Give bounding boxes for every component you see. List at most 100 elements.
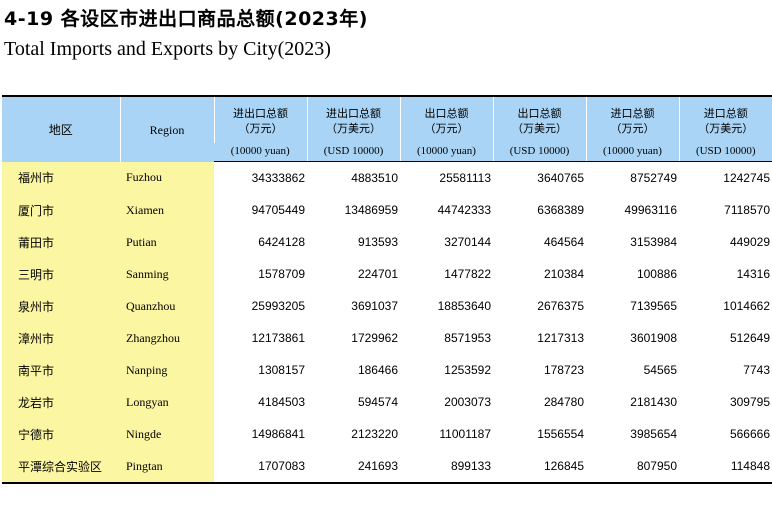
value-cell-col-2: 241693	[307, 450, 400, 484]
value-cell-col-1: 1707083	[214, 450, 307, 484]
header-col-2-unit: (USD 10000)	[306, 143, 400, 162]
header-col-1-unit: (10000 yuan)	[214, 143, 307, 162]
city-name-cn: 泉州市	[2, 290, 120, 322]
table-row: 厦门市 Xiamen 94705449 13486959 44742333 6368389…	[2, 194, 772, 226]
value-cell-col-3: 18853640	[437, 299, 491, 313]
value-cell-col-2: 186466	[357, 363, 398, 377]
value-cell-col-6: 1014662	[723, 299, 770, 313]
header-col-6-unit: (USD 10000)	[678, 143, 772, 162]
table-title-chinese: 4-19 各设区市进出口商品总额(2023年)	[4, 8, 368, 30]
value-cell-col-5: 8752749	[630, 171, 677, 185]
city-trade-table: 地区 Region 进出口总额 （万元） 进出口总额 （万美元） 出口总额 （万…	[2, 95, 772, 484]
value-cell-col-2: 913593	[357, 235, 398, 249]
value-cell-col-2: 2123220	[351, 427, 398, 441]
city-name-cn: 三明市	[2, 258, 120, 290]
value-cell-col-4: 1217313	[537, 331, 584, 345]
table-row: 漳州市 Zhangzhou 12173861 1729962 8571953 121731…	[2, 322, 772, 354]
header-col-1-line1: 进出口总额	[233, 107, 288, 120]
city-name-cn: 厦门市	[2, 194, 120, 226]
table-row: 龙岩市 Longyan 4184503 594574 2003073 284780 2181…	[2, 386, 772, 418]
header-col-4: 出口总额 （万美元）	[492, 95, 586, 143]
value-cell-col-5: 3601908	[630, 331, 677, 345]
header-col-4-line1: 出口总额	[517, 107, 562, 120]
table-row: 泉州市 Quanzhou 25993205 3691037 18853640 267637…	[2, 290, 772, 322]
header-col-1: 进出口总额 （万元）	[213, 95, 307, 143]
header-col-4-line2: （万美元）	[512, 122, 567, 135]
header-col-3: 出口总额 （万元）	[399, 95, 493, 143]
header-col-5-line1: 进口总额	[610, 107, 655, 120]
header-col-4-unit: (USD 10000)	[492, 143, 586, 162]
value-cell-col-3: 3270144	[444, 235, 491, 249]
value-cell-col-5: 3985654	[630, 427, 677, 441]
city-name-en: Longyan	[120, 386, 214, 418]
value-cell-col-3: 44742333	[437, 203, 491, 217]
value-cell-col-4: 1556554	[537, 427, 584, 441]
value-cell-col-5: 7139565	[630, 299, 677, 313]
city-name-cn: 平潭综合实验区	[2, 450, 120, 484]
value-cell-col-6: 14316	[736, 267, 770, 281]
value-cell-col-3: 11001187	[439, 427, 491, 441]
value-cell-col-3: 2003073	[444, 395, 491, 409]
header-col-1-line2: （万元）	[238, 122, 283, 135]
table-row: 宁德市 Ningde 14986841 2123220 11001187 1556554 3…	[2, 418, 772, 450]
header-col-3-line2: （万元）	[424, 122, 469, 135]
value-cell-col-6: 512649	[729, 331, 770, 345]
value-cell-col-5: 2181430	[630, 395, 677, 409]
table-body: 福州市 Fuzhou 34333862 4883510 25581113 3640765 8…	[2, 161, 772, 484]
city-name-en: Xiamen	[120, 194, 214, 226]
city-name-en: Ningde	[120, 418, 214, 450]
value-cell-col-2: 3691037	[351, 299, 398, 313]
value-cell-col-6: 7118570	[724, 203, 770, 217]
city-name-cn: 福州市	[2, 161, 120, 194]
value-cell-col-2: 4883510	[351, 171, 398, 185]
value-cell-col-2: 224701	[357, 267, 398, 281]
value-cell-col-4: 126845	[493, 450, 586, 484]
value-cell-col-1: 94705449	[251, 203, 305, 217]
table-row: 三明市 Sanming 1578709 224701 1477822 210384 1008…	[2, 258, 772, 290]
value-cell-col-6: 7743	[743, 363, 770, 377]
city-name-cn: 龙岩市	[2, 386, 120, 418]
value-cell-col-2: 13486959	[344, 203, 398, 217]
value-cell-col-1: 1578709	[258, 267, 305, 281]
header-col-3-line1: 出口总额	[424, 107, 469, 120]
header-region-cn: 地区	[2, 95, 120, 162]
value-cell-col-2: 1729962	[351, 331, 398, 345]
table-row: 福州市 Fuzhou 34333862 4883510 25581113 3640765 8…	[2, 161, 772, 194]
value-cell-col-1: 6424128	[258, 235, 305, 249]
table-row: 平潭综合实验区 Pingtan 1707083 241693 899133 126845 8…	[2, 450, 772, 484]
value-cell-col-4: 6368389	[537, 203, 584, 217]
value-cell-col-3: 1477822	[444, 267, 491, 281]
value-cell-col-1: 4184503	[258, 395, 305, 409]
city-name-en: Fuzhou	[120, 161, 214, 194]
value-cell-col-5: 3153984	[630, 235, 677, 249]
header-col-3-unit: (10000 yuan)	[399, 143, 493, 162]
value-cell-col-4: 178723	[543, 363, 584, 377]
value-cell-col-4: 210384	[543, 267, 584, 281]
value-cell-col-4: 2676375	[537, 299, 584, 313]
table-row: 南平市 Nanping 1308157 186466 1253592 178723 5456…	[2, 354, 772, 386]
value-cell-col-3: 1253592	[444, 363, 491, 377]
city-name-cn: 漳州市	[2, 322, 120, 354]
city-name-en: Nanping	[120, 354, 214, 386]
value-cell-col-5: 49963116	[624, 203, 678, 217]
header-col-5: 进口总额 （万元）	[585, 95, 679, 143]
table-row: 莆田市 Putian 6424128 913593 3270144 464564 31539…	[2, 226, 772, 258]
value-cell-col-5: 100886	[636, 267, 677, 281]
value-cell-col-6: 566666	[729, 427, 770, 441]
city-name-cn: 宁德市	[2, 418, 120, 450]
header-col-2-line2: （万美元）	[326, 122, 381, 135]
city-name-en: Zhangzhou	[120, 322, 214, 354]
value-cell-col-1: 1308157	[258, 363, 305, 377]
city-name-en: Pingtan	[120, 450, 214, 484]
value-cell-col-3: 8571953	[444, 331, 491, 345]
value-cell-col-1: 34333862	[251, 171, 305, 185]
value-cell-col-5: 54565	[643, 363, 677, 377]
value-cell-col-4: 3640765	[537, 171, 584, 185]
header-col-6-line2: （万美元）	[698, 122, 754, 135]
header-region-en: Region	[119, 95, 214, 162]
value-cell-col-5: 807950	[586, 450, 679, 484]
city-name-cn: 南平市	[2, 354, 120, 386]
value-cell-col-4: 464564	[543, 235, 584, 249]
value-cell-col-6: 114848	[679, 450, 772, 484]
city-name-en: Putian	[120, 226, 214, 258]
